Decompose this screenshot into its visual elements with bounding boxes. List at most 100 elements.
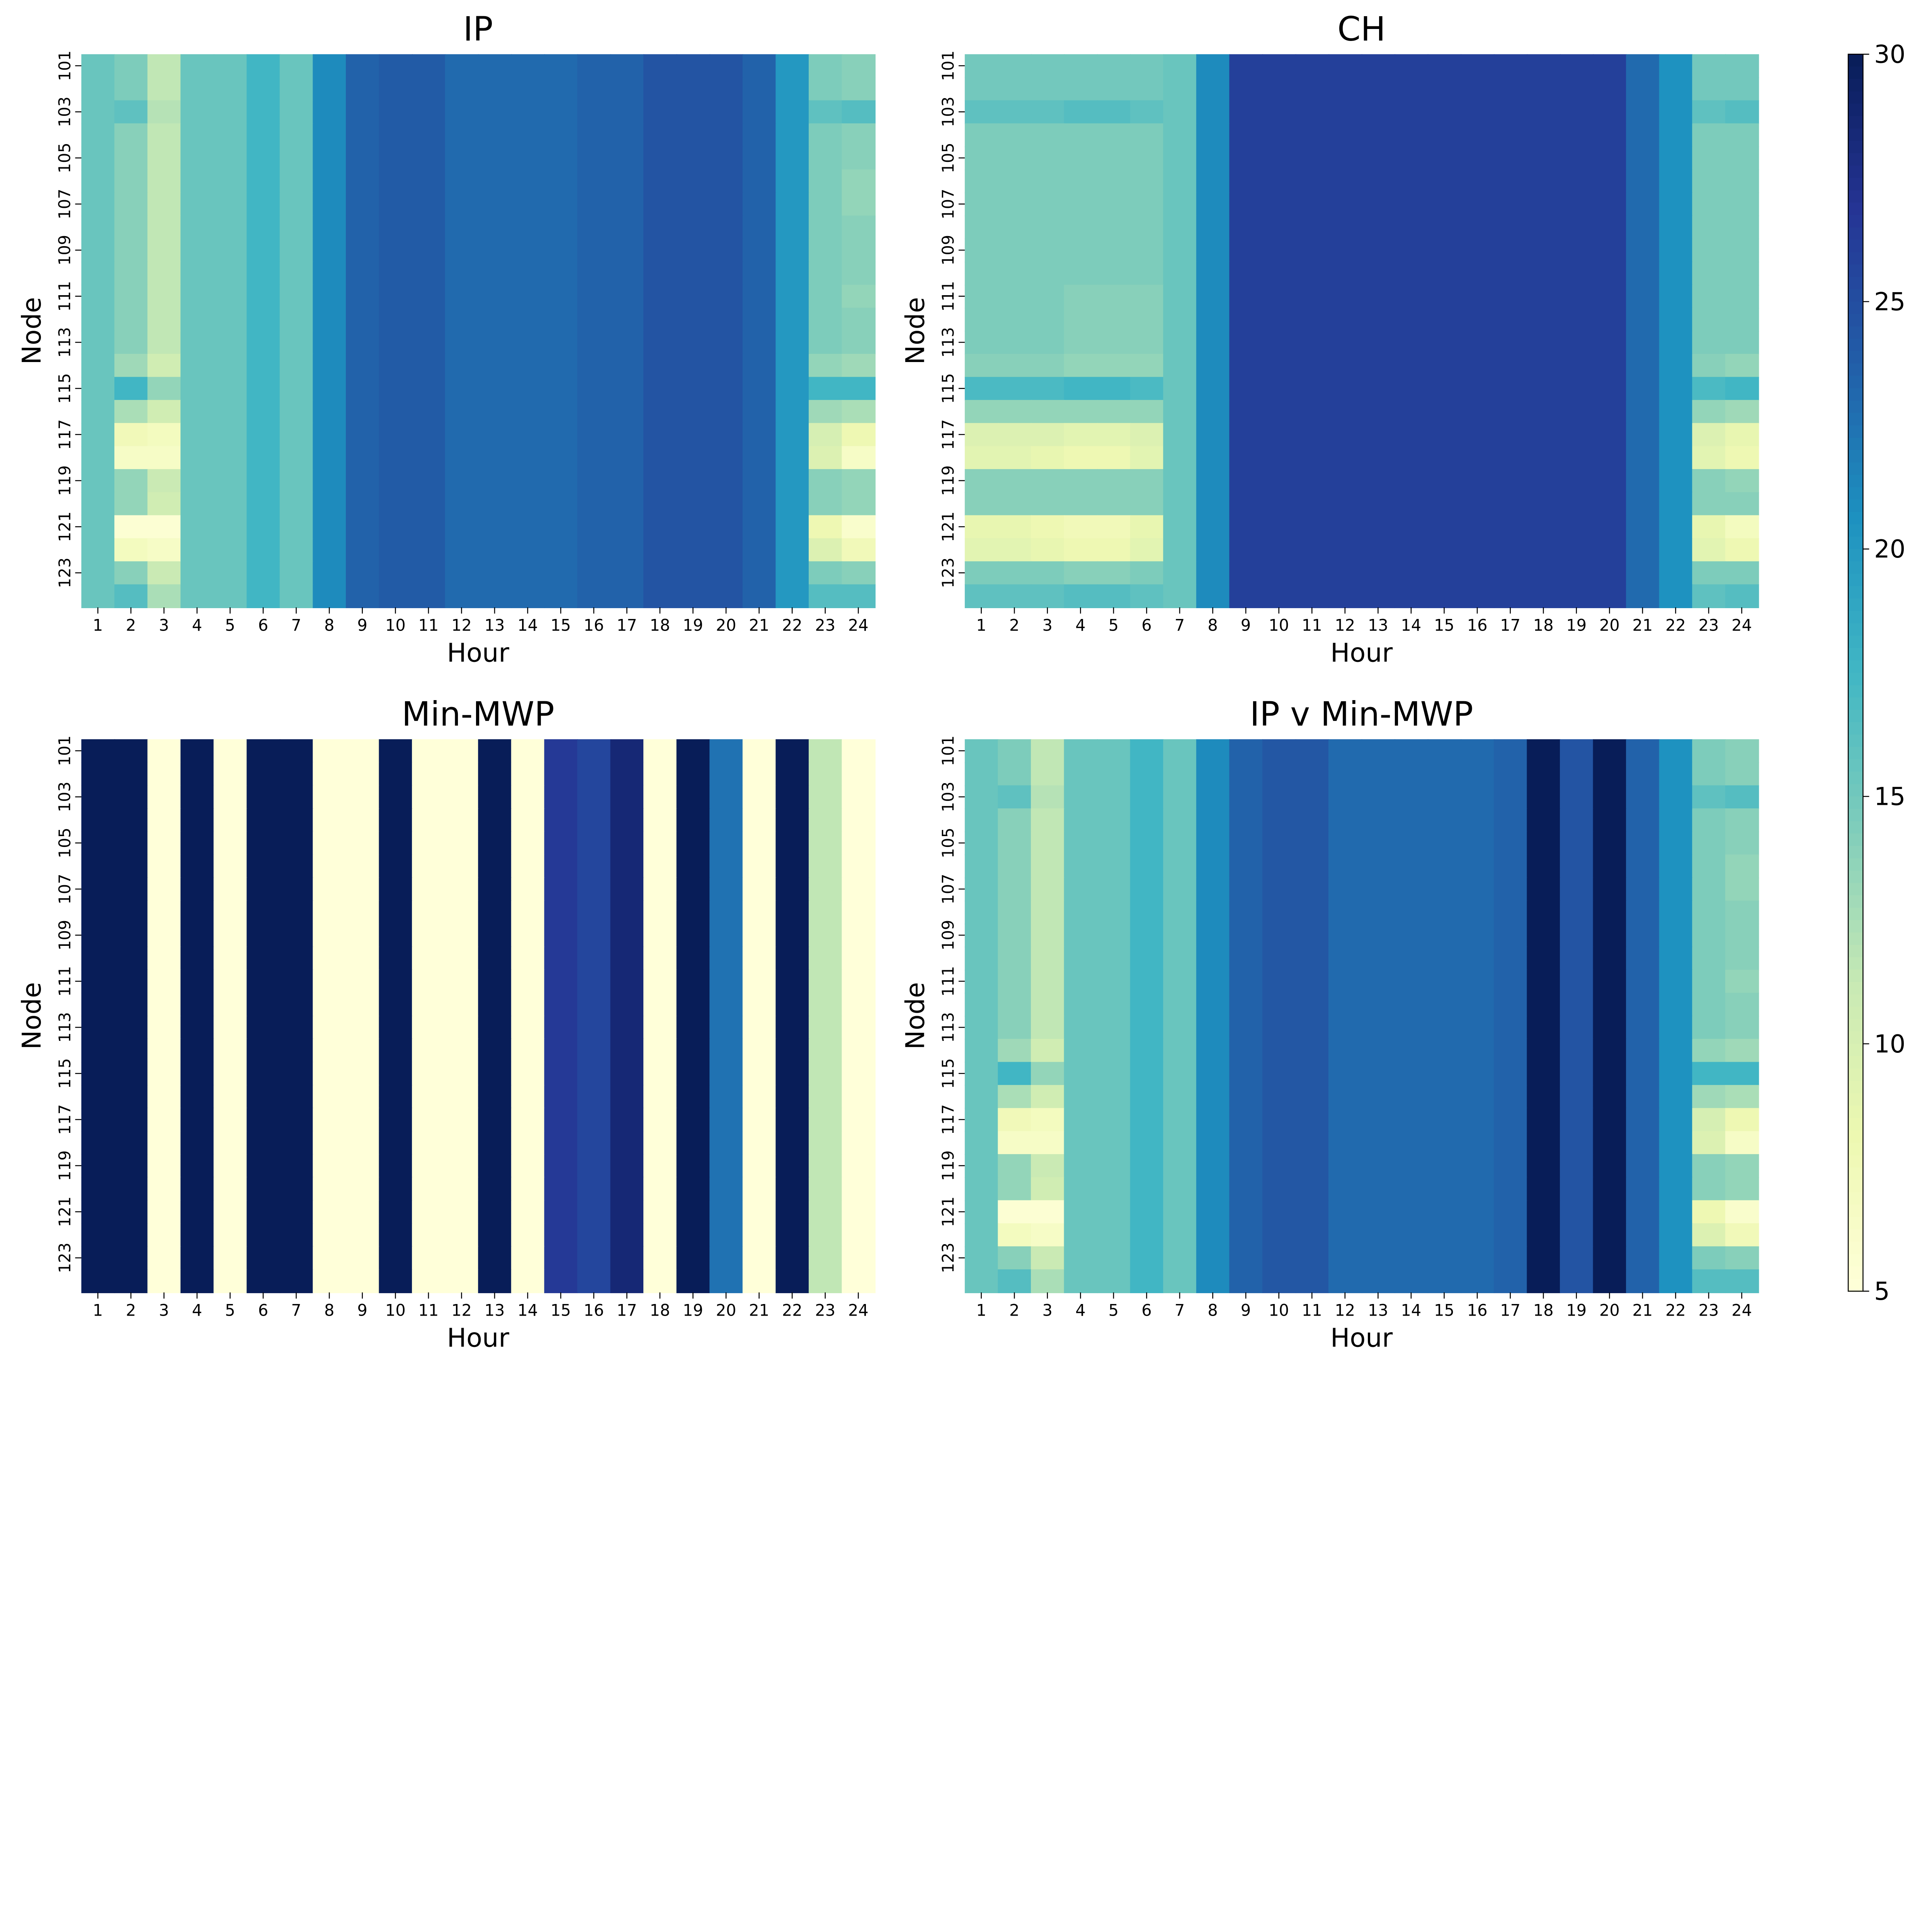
heatmap-cell (279, 423, 314, 447)
heatmap-cell (147, 469, 182, 493)
heatmap-cell (998, 54, 1032, 78)
heatmap-cell (1395, 1223, 1429, 1247)
heatmap-cell (1361, 77, 1396, 101)
heatmap-cell (1262, 900, 1296, 925)
heatmap-cell (445, 377, 479, 401)
colorbar-segment (1848, 1105, 1863, 1119)
heatmap-cell (808, 446, 843, 470)
heatmap-cell (776, 1131, 810, 1155)
x-tick-label: 6 (258, 616, 268, 635)
heatmap-cell (808, 331, 843, 355)
heatmap-cell (1130, 146, 1164, 170)
heatmap-cell (81, 446, 115, 470)
heatmap-cell (643, 1131, 677, 1155)
heatmap-cell (445, 354, 479, 378)
heatmap-cell (147, 785, 182, 809)
heatmap-cell (180, 969, 214, 994)
heatmap-cell (808, 1108, 843, 1132)
heatmap-cell (81, 739, 115, 763)
heatmap-cell (1097, 123, 1131, 147)
heatmap-cell (1527, 993, 1561, 1017)
heatmap-cell (213, 123, 248, 147)
heatmap-cell (180, 739, 214, 763)
heatmap-cell (147, 192, 182, 216)
heatmap-cell (610, 561, 644, 585)
heatmap-cell (1097, 785, 1131, 809)
heatmap-cell (114, 900, 148, 925)
heatmap-cell (511, 100, 545, 124)
heatmap-cell (964, 1085, 999, 1109)
heatmap-cell (1130, 169, 1164, 194)
heatmap-cell (1659, 446, 1693, 470)
heatmap-cell (709, 1016, 743, 1040)
heatmap-cell (1626, 492, 1660, 516)
heatmap-cell (776, 446, 810, 470)
heatmap-cell (1196, 77, 1230, 101)
heatmap-cell (412, 923, 446, 948)
heatmap-cell (1130, 192, 1164, 216)
heatmap-cell (180, 538, 214, 562)
heatmap-cell (1626, 192, 1660, 216)
heatmap-cell (1461, 331, 1495, 355)
heatmap-cell (1229, 354, 1263, 378)
heatmap-cell (247, 238, 281, 263)
heatmap-cell (147, 308, 182, 332)
colorbar-tick-label: 5 (1874, 1277, 1890, 1306)
y-tick-label: 113 (939, 327, 957, 357)
heatmap-cell (412, 877, 446, 901)
heatmap-cell (213, 854, 248, 879)
heatmap-cell (1295, 762, 1329, 786)
heatmap-cell (1593, 469, 1627, 493)
heatmap-cell (114, 1246, 148, 1270)
heatmap-cell (1295, 923, 1329, 948)
heatmap-cell (577, 262, 611, 286)
heatmap-cell (478, 284, 512, 309)
heatmap-cell (1427, 215, 1462, 240)
heatmap-cell (1130, 262, 1164, 286)
heatmap-cell (1361, 54, 1396, 78)
x-tick-label: 10 (1269, 1301, 1289, 1320)
heatmap-cell (313, 215, 347, 240)
heatmap-cell (1527, 423, 1561, 447)
heatmap-cell (1130, 284, 1164, 309)
heatmap-cell (247, 1223, 281, 1247)
heatmap-cell (1560, 77, 1594, 101)
heatmap-cell (1196, 538, 1230, 562)
heatmap-cell (412, 561, 446, 585)
heatmap-cell (247, 400, 281, 424)
heatmap-cell (1097, 739, 1131, 763)
heatmap-cell (1725, 1154, 1759, 1178)
heatmap-cell (964, 515, 999, 539)
heatmap-cell (1725, 146, 1759, 170)
heatmap-cell (964, 284, 999, 309)
heatmap-cell (1295, 308, 1329, 332)
heatmap-cell (412, 308, 446, 332)
colorbar-segment (1848, 1118, 1863, 1131)
heatmap-cell (1262, 308, 1296, 332)
heatmap-cell (1031, 993, 1065, 1017)
heatmap-cell (81, 262, 115, 286)
heatmap-cell (544, 469, 578, 493)
heatmap-cell (577, 169, 611, 194)
heatmap-cell (964, 1039, 999, 1063)
heatmap-cell (478, 492, 512, 516)
heatmap-cell (1692, 1039, 1726, 1063)
heatmap-cell (1130, 1085, 1164, 1109)
heatmap-cell (1130, 1269, 1164, 1293)
heatmap-cell (478, 377, 512, 401)
heatmap-cell (1130, 762, 1164, 786)
heatmap-cell (1064, 1246, 1098, 1270)
heatmap-cell (1361, 515, 1396, 539)
heatmap-cell (1461, 808, 1495, 832)
heatmap-cell (478, 561, 512, 585)
heatmap-cell (478, 331, 512, 355)
heatmap-cell (1493, 1246, 1528, 1270)
heatmap-cell (1361, 993, 1396, 1017)
heatmap-cell (709, 739, 743, 763)
heatmap-cell (544, 215, 578, 240)
heatmap-cell (1725, 377, 1759, 401)
heatmap-cell (279, 146, 314, 170)
heatmap-cell (313, 785, 347, 809)
x-tick-label: 17 (617, 1301, 637, 1320)
heatmap-cell (1031, 492, 1065, 516)
